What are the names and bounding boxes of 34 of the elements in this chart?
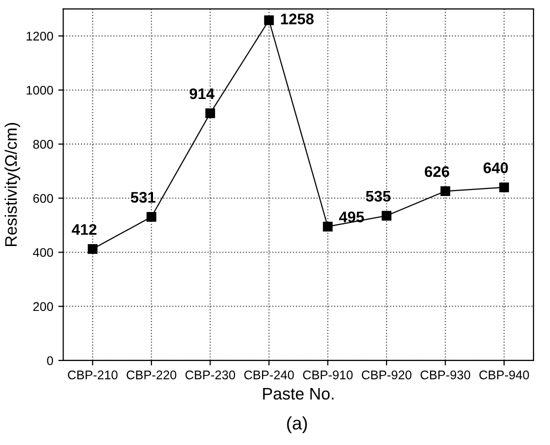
y-axis-title: Resistivity(Ω/cm) (4, 123, 20, 246)
x-tick-label: CBP-910 (303, 370, 353, 380)
point (322, 222, 333, 232)
x-tick-label: CBP-940 (479, 370, 529, 380)
y-tick-label: 600 (33, 194, 54, 203)
point (88, 244, 98, 254)
text: (a) (287, 416, 307, 434)
data-label: 531 (130, 192, 156, 203)
y-tick-label: 200 (33, 302, 54, 312)
y-tick-label: 1000 (26, 86, 54, 95)
data-label: 412 (72, 224, 96, 235)
data-label: 640 (484, 162, 508, 174)
data-label: 914 (190, 88, 215, 100)
point (382, 210, 392, 221)
point (264, 15, 274, 26)
y-tick-label: 800 (33, 140, 54, 149)
x-tick-label: CBP-210 (68, 370, 118, 380)
y-tick-label: 1200 (26, 32, 54, 41)
data-label: 495 (339, 212, 364, 222)
x-tick-label: CBP-230 (185, 370, 236, 380)
y-tick-label: 400 (32, 248, 54, 257)
point (205, 108, 216, 118)
y-tick-label: 0 (47, 356, 54, 366)
x-tick-label: CBP-240 (244, 370, 294, 380)
x-tick-label: CBP-930 (420, 370, 470, 380)
x-axis-title: Paste No. (263, 388, 334, 400)
point (499, 182, 509, 192)
data-label: 626 (424, 166, 450, 178)
data-label: 535 (366, 190, 391, 202)
point (146, 212, 156, 222)
x-tick-label: CBP-920 (362, 370, 412, 380)
x-tick-label: CBP-220 (126, 370, 176, 380)
data-label: 1258 (281, 14, 314, 24)
point (440, 186, 450, 196)
